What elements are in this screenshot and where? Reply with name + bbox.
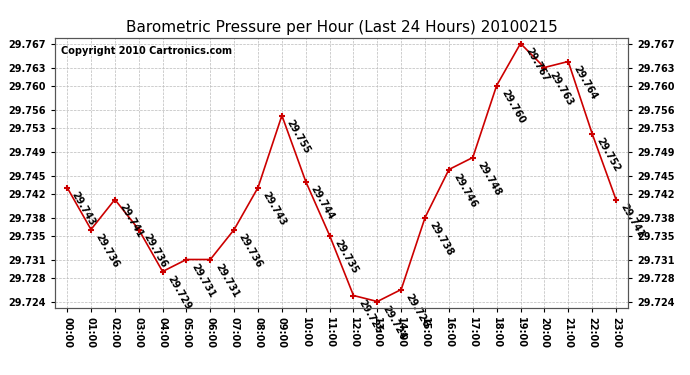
Text: 29.726: 29.726 — [404, 292, 431, 330]
Text: 29.748: 29.748 — [475, 160, 503, 198]
Text: 29.764: 29.764 — [571, 64, 598, 102]
Text: Copyright 2010 Cartronics.com: Copyright 2010 Cartronics.com — [61, 46, 232, 56]
Text: 29.725: 29.725 — [356, 298, 384, 336]
Title: Barometric Pressure per Hour (Last 24 Hours) 20100215: Barometric Pressure per Hour (Last 24 Ho… — [126, 20, 558, 35]
Text: 29.741: 29.741 — [619, 202, 646, 240]
Text: 29.738: 29.738 — [428, 220, 455, 258]
Text: 29.743: 29.743 — [261, 190, 288, 228]
Text: 29.736: 29.736 — [94, 232, 121, 270]
Text: 29.741: 29.741 — [117, 202, 145, 240]
Text: 29.744: 29.744 — [308, 184, 336, 222]
Text: 29.736: 29.736 — [237, 232, 264, 270]
Text: 29.763: 29.763 — [547, 70, 575, 108]
Text: 29.760: 29.760 — [500, 88, 527, 126]
Text: 29.743: 29.743 — [70, 190, 97, 228]
Text: 29.731: 29.731 — [189, 262, 217, 300]
Text: 29.767: 29.767 — [523, 46, 551, 84]
Text: 29.755: 29.755 — [285, 118, 312, 156]
Text: 29.731: 29.731 — [213, 262, 241, 300]
Text: 29.724: 29.724 — [380, 304, 408, 342]
Text: 29.752: 29.752 — [595, 136, 622, 174]
Text: 29.729: 29.729 — [166, 274, 193, 312]
Text: 29.735: 29.735 — [333, 238, 359, 276]
Text: 29.746: 29.746 — [452, 172, 479, 210]
Text: 29.736: 29.736 — [141, 232, 169, 270]
